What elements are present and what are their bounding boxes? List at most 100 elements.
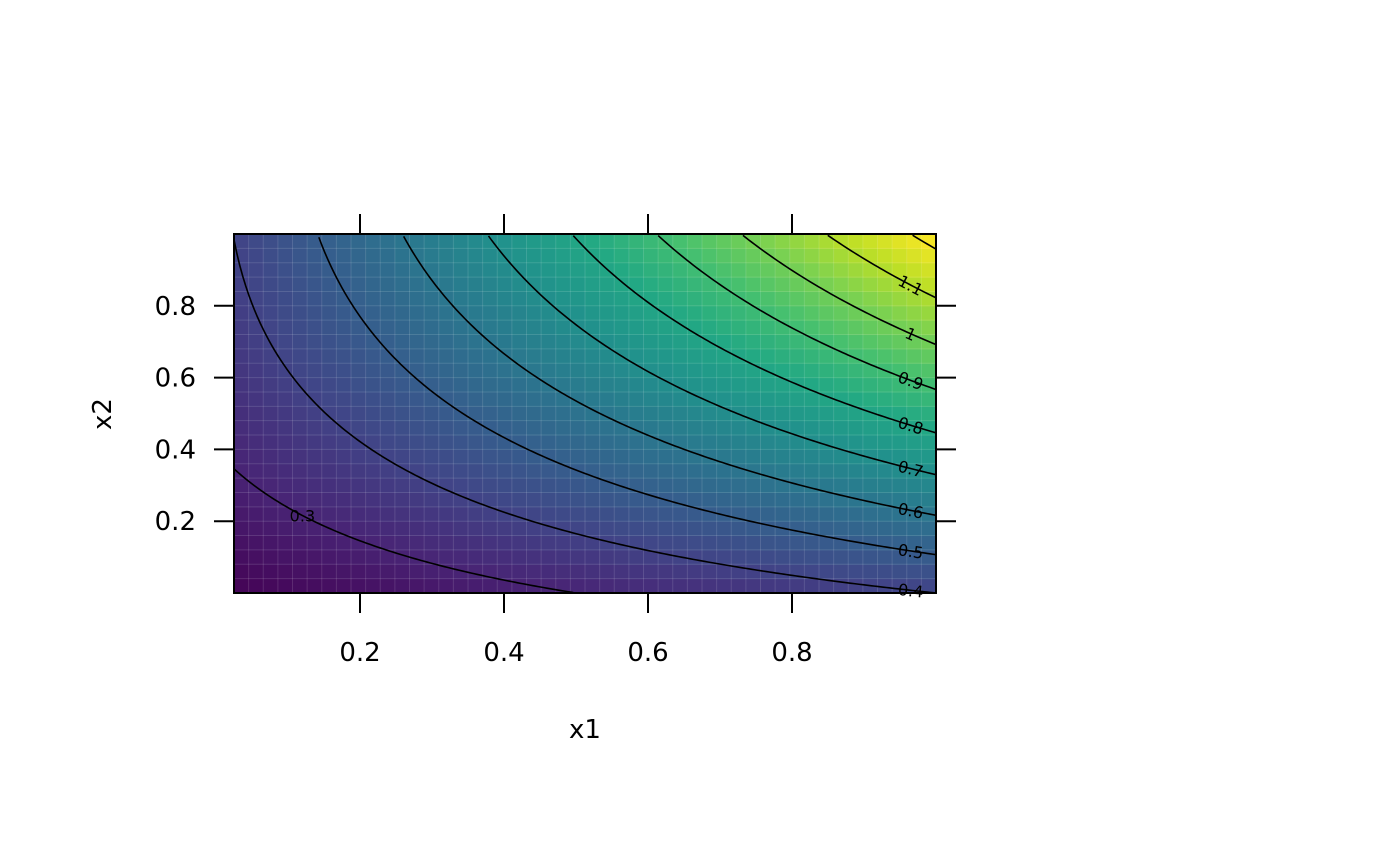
heatmap-cell <box>277 478 294 494</box>
heatmap-cell <box>482 377 498 393</box>
heatmap-cell <box>263 564 279 580</box>
heatmap-cell <box>848 492 864 508</box>
heatmap-cell <box>424 234 440 249</box>
heatmap-cell <box>702 305 718 321</box>
heatmap-cell <box>585 391 601 407</box>
heatmap-cell <box>438 521 454 537</box>
heatmap-cell <box>555 334 571 350</box>
heatmap-cell <box>394 377 411 393</box>
heatmap-cell <box>292 492 308 508</box>
heatmap-cell <box>833 305 849 321</box>
heatmap-cell <box>409 262 425 278</box>
heatmap-cell <box>570 406 586 422</box>
heatmap-cell <box>555 320 571 336</box>
heatmap-cell <box>351 420 367 436</box>
heatmap-cell <box>819 348 835 364</box>
heatmap-cell <box>687 578 703 594</box>
heatmap-cell <box>848 535 864 551</box>
heatmap-cell <box>482 320 498 336</box>
heatmap-cell <box>716 435 732 450</box>
heatmap-cell <box>263 478 279 494</box>
heatmap-cell <box>789 234 805 249</box>
heatmap-cell <box>585 492 601 508</box>
heatmap-cell <box>628 435 645 450</box>
heatmap-cell <box>541 435 557 450</box>
heatmap-cell <box>497 234 513 249</box>
heatmap-cell <box>307 478 323 494</box>
heatmap-cell <box>672 463 688 479</box>
heatmap-cell <box>541 234 557 249</box>
heatmap-cell <box>336 549 352 565</box>
heatmap-cell <box>585 377 601 393</box>
heatmap-cell <box>804 535 820 551</box>
heatmap-cell <box>292 320 308 336</box>
heatmap-cell <box>336 564 352 580</box>
heatmap-cell <box>687 492 703 508</box>
heatmap-cell <box>643 234 659 249</box>
heatmap-cell <box>482 463 498 479</box>
heatmap-cell <box>365 248 381 264</box>
heatmap-cell <box>716 348 732 364</box>
heatmap-cell <box>643 262 659 278</box>
heatmap-cell <box>614 248 630 264</box>
heatmap-cell <box>555 377 571 393</box>
heatmap-cell <box>687 435 703 450</box>
heatmap-cell <box>336 463 352 479</box>
heatmap-cell <box>833 363 849 379</box>
heatmap-cell <box>862 463 879 479</box>
heatmap-cell <box>906 406 922 422</box>
heatmap-cell <box>307 449 323 465</box>
heatmap-cell <box>570 277 586 293</box>
heatmap-cell <box>394 262 411 278</box>
heatmap-cell <box>789 334 805 350</box>
heatmap-cell <box>453 420 469 436</box>
heatmap-cell <box>307 377 323 393</box>
heatmap-cell <box>511 348 528 364</box>
heatmap-cell <box>307 564 323 580</box>
heatmap-cell <box>760 363 776 379</box>
heatmap-cell <box>438 391 454 407</box>
heatmap-cell <box>307 521 323 537</box>
heatmap-cell <box>365 521 381 537</box>
heatmap-cell <box>351 277 367 293</box>
heatmap-cell <box>336 406 352 422</box>
heatmap-cell <box>321 305 337 321</box>
heatmap-cell <box>599 463 615 479</box>
heatmap-cell <box>468 535 484 551</box>
heatmap-cell <box>672 521 688 537</box>
heatmap-cell <box>702 291 718 307</box>
heatmap-cell <box>497 334 513 350</box>
heatmap-cell <box>921 449 937 465</box>
heatmap-cell <box>409 506 425 522</box>
heatmap-cell <box>789 348 805 364</box>
heatmap-cell <box>511 521 528 537</box>
heatmap-cell <box>614 463 630 479</box>
heatmap-cell <box>365 564 381 580</box>
heatmap-cell <box>760 291 776 307</box>
heatmap-cell <box>424 248 440 264</box>
heatmap-cell <box>365 420 381 436</box>
heatmap-cell <box>424 363 440 379</box>
heatmap-cell <box>321 363 337 379</box>
heatmap-cell <box>789 262 805 278</box>
heatmap-cell <box>438 320 454 336</box>
heatmap-cell <box>862 521 879 537</box>
heatmap-cell <box>702 564 718 580</box>
heatmap-cell <box>292 334 308 350</box>
heatmap-cell <box>731 320 747 336</box>
heatmap-cell <box>380 435 396 450</box>
heatmap-cell <box>775 334 791 350</box>
heatmap-cell <box>365 348 381 364</box>
heatmap-cell <box>307 492 323 508</box>
heatmap-cell <box>716 334 732 350</box>
heatmap-cell <box>263 305 279 321</box>
contour-lines <box>233 234 937 594</box>
heatmap-cell <box>555 406 571 422</box>
heatmap-cell <box>570 348 586 364</box>
heatmap-cell <box>833 348 849 364</box>
heatmap-cell <box>892 492 908 508</box>
heatmap-cell <box>321 492 337 508</box>
heatmap-cell <box>424 406 440 422</box>
heatmap-cell <box>687 406 703 422</box>
heatmap-cell <box>277 420 294 436</box>
